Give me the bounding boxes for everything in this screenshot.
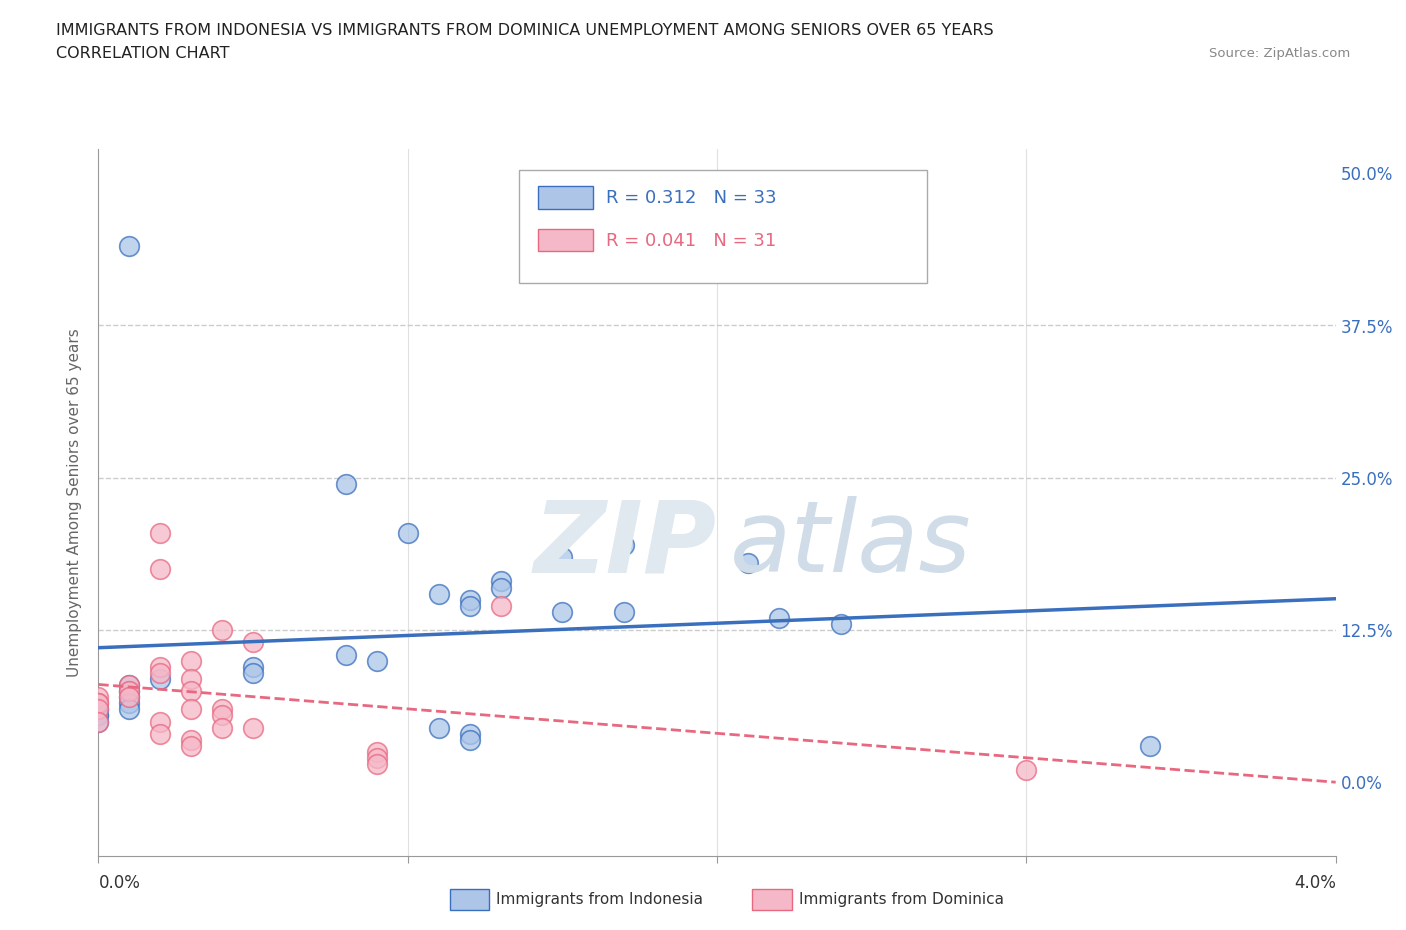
Point	[242, 635, 264, 650]
Text: 0.0%: 0.0%	[98, 874, 141, 892]
Text: IMMIGRANTS FROM INDONESIA VS IMMIGRANTS FROM DOMINICA UNEMPLOYMENT AMONG SENIORS: IMMIGRANTS FROM INDONESIA VS IMMIGRANTS …	[56, 23, 994, 38]
Text: ZIP: ZIP	[534, 496, 717, 593]
Text: R = 0.041   N = 31: R = 0.041 N = 31	[606, 232, 776, 249]
Point	[118, 690, 141, 705]
Point	[180, 738, 202, 753]
Point	[211, 623, 233, 638]
Point	[427, 720, 450, 735]
Text: R = 0.312   N = 33: R = 0.312 N = 33	[606, 190, 776, 207]
Point	[118, 239, 141, 254]
Text: CORRELATION CHART: CORRELATION CHART	[56, 46, 229, 61]
Point	[768, 610, 790, 625]
Point	[489, 574, 512, 589]
FancyBboxPatch shape	[519, 170, 928, 283]
Text: atlas: atlas	[730, 496, 972, 593]
Point	[87, 696, 110, 711]
Point	[118, 696, 141, 711]
Point	[149, 665, 172, 680]
Point	[149, 714, 172, 729]
Point	[118, 702, 141, 717]
FancyBboxPatch shape	[537, 186, 593, 209]
Point	[396, 525, 419, 540]
Point	[613, 604, 636, 619]
Point	[149, 726, 172, 741]
Point	[149, 562, 172, 577]
Point	[335, 476, 357, 491]
Text: Immigrants from Indonesia: Immigrants from Indonesia	[496, 892, 703, 907]
Point	[211, 720, 233, 735]
Point	[242, 720, 264, 735]
Text: 4.0%: 4.0%	[1294, 874, 1336, 892]
Point	[458, 726, 481, 741]
Point	[180, 671, 202, 686]
Point	[489, 598, 512, 613]
Point	[87, 702, 110, 717]
Point	[366, 745, 388, 760]
Point	[87, 690, 110, 705]
Point	[335, 647, 357, 662]
Point	[489, 580, 512, 595]
Y-axis label: Unemployment Among Seniors over 65 years: Unemployment Among Seniors over 65 years	[67, 328, 83, 677]
Point	[551, 604, 574, 619]
Point	[830, 617, 852, 631]
Point	[87, 708, 110, 723]
Point	[458, 733, 481, 748]
Point	[458, 598, 481, 613]
Point	[427, 586, 450, 601]
Point	[118, 690, 141, 705]
Point	[180, 684, 202, 698]
Point	[180, 653, 202, 668]
Point	[366, 653, 388, 668]
Point	[366, 757, 388, 772]
Point	[737, 556, 759, 571]
Point	[242, 659, 264, 674]
Point	[180, 733, 202, 748]
Point	[149, 525, 172, 540]
Point	[613, 538, 636, 552]
Point	[211, 702, 233, 717]
Point	[1015, 763, 1038, 777]
Text: Immigrants from Dominica: Immigrants from Dominica	[799, 892, 1004, 907]
Point	[458, 592, 481, 607]
Point	[551, 550, 574, 565]
Point	[87, 714, 110, 729]
Point	[242, 665, 264, 680]
Point	[211, 708, 233, 723]
Point	[118, 678, 141, 693]
Point	[118, 678, 141, 693]
Point	[87, 708, 110, 723]
Point	[1139, 738, 1161, 753]
Text: Source: ZipAtlas.com: Source: ZipAtlas.com	[1209, 46, 1350, 60]
Point	[149, 671, 172, 686]
FancyBboxPatch shape	[537, 229, 593, 251]
Point	[118, 684, 141, 698]
Point	[180, 702, 202, 717]
Point	[87, 702, 110, 717]
Point	[366, 751, 388, 765]
Point	[149, 659, 172, 674]
Point	[87, 696, 110, 711]
Point	[87, 714, 110, 729]
Point	[118, 684, 141, 698]
